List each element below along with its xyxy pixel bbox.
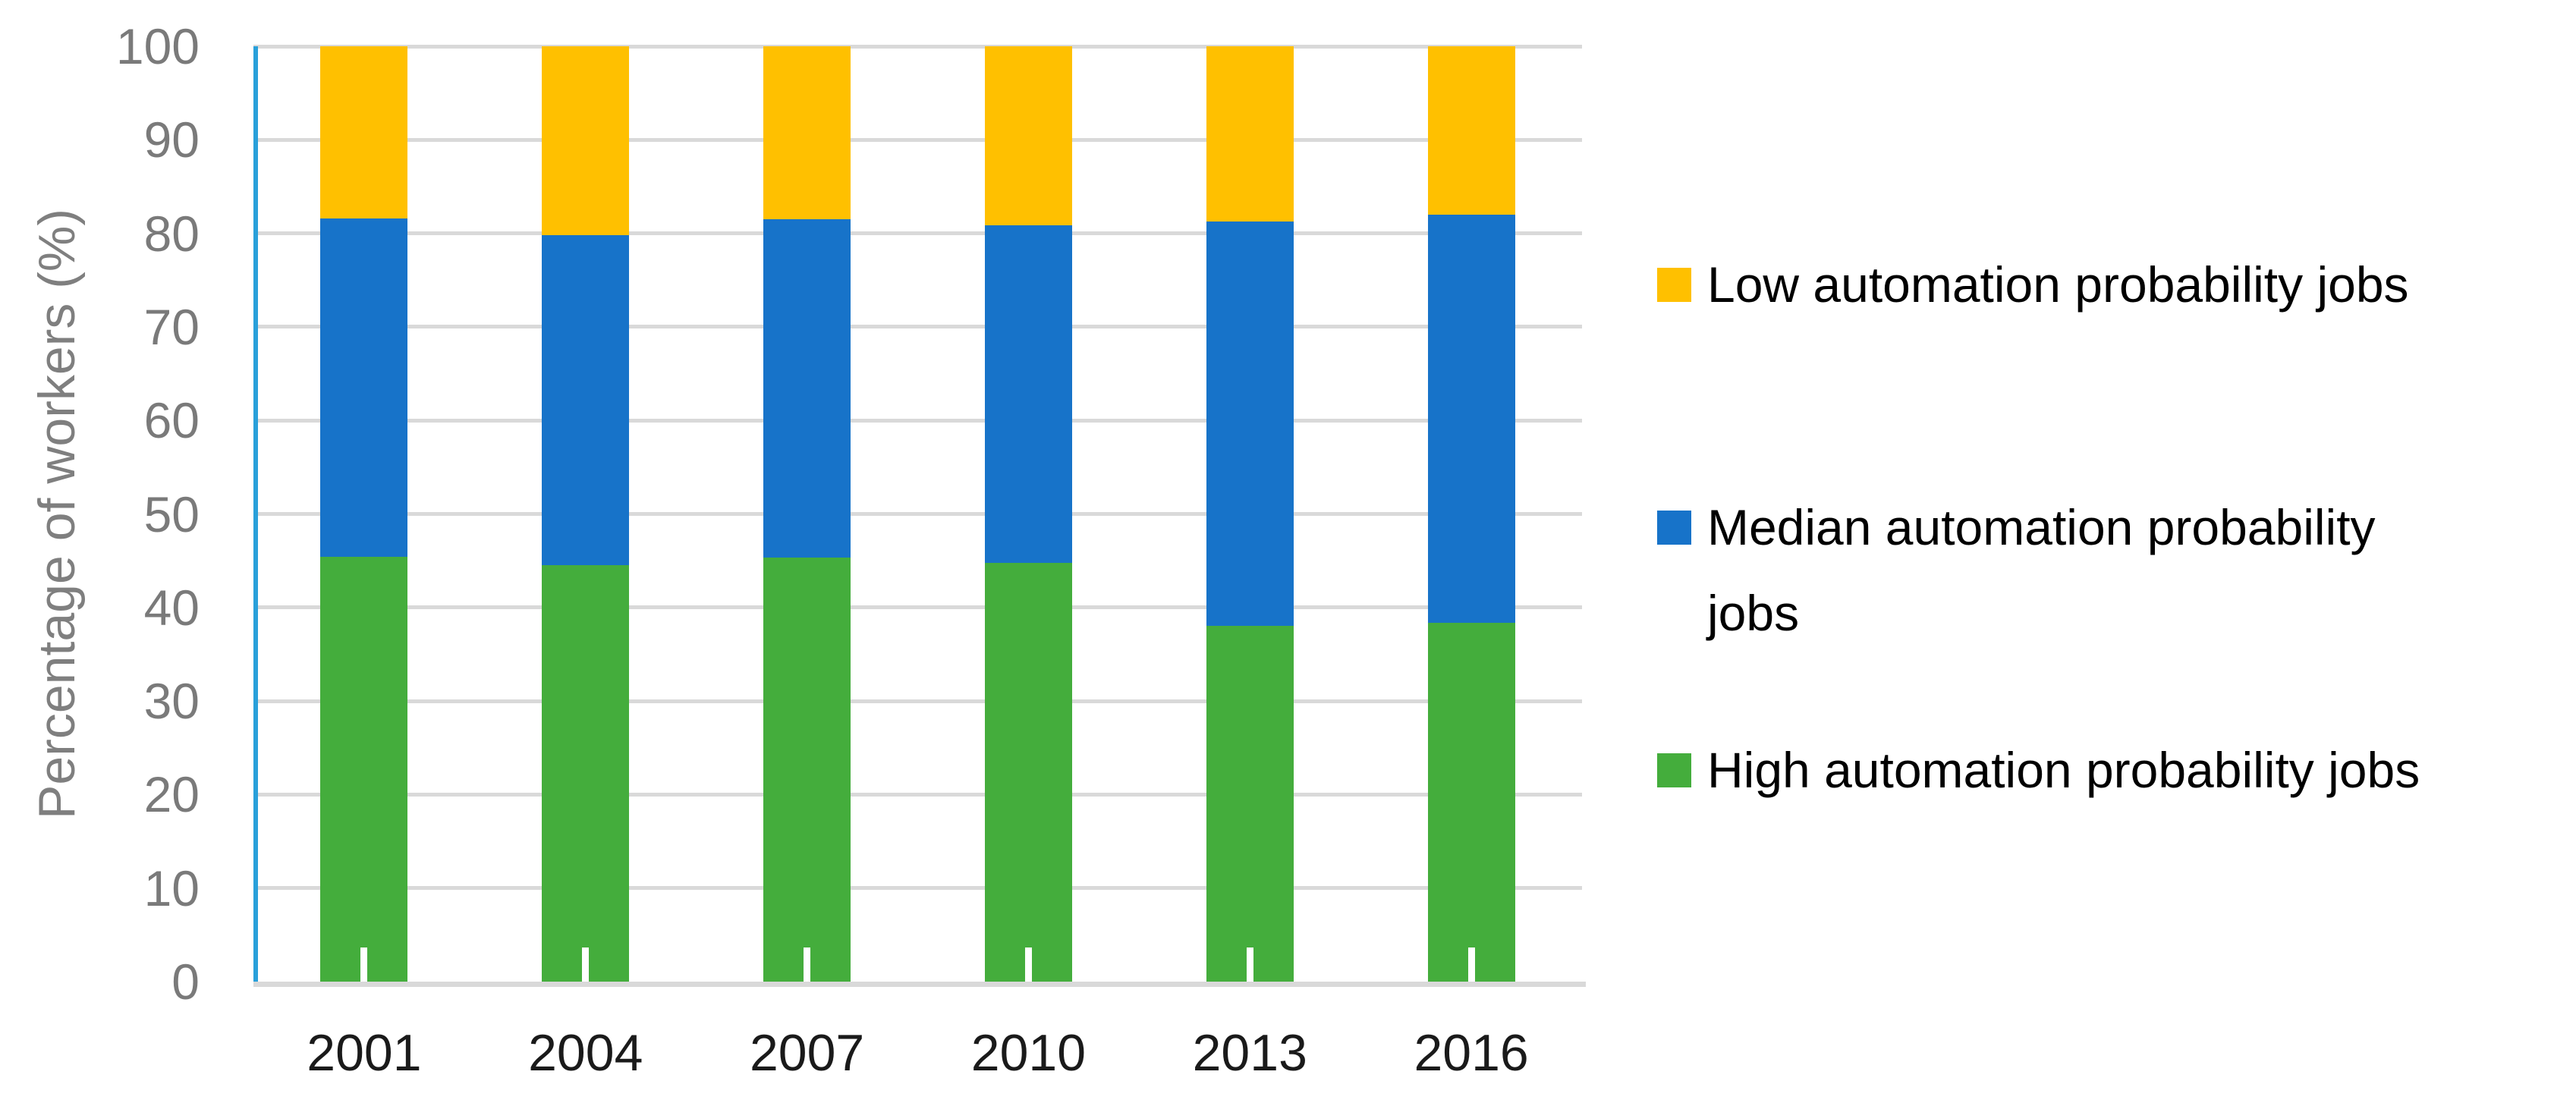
legend-item-median: Median automation probability jobs <box>1657 485 2474 656</box>
gridline-90 <box>253 137 1582 142</box>
bar-segment-2007-high <box>763 558 851 982</box>
axis-tick-notch-2013 <box>1246 947 1253 982</box>
y-tick-label-60: 60 <box>143 392 200 449</box>
bar-segment-2016-median <box>1427 214 1515 623</box>
bar-segment-2007-median <box>763 219 851 558</box>
legend-item-high: High automation probability jobs <box>1657 727 2474 813</box>
legend-item-low: Low automation probability jobs <box>1657 242 2474 328</box>
legend-label-line: Median automation probability <box>1707 498 2376 555</box>
bar-segment-2010-median <box>984 225 1072 563</box>
y-tick-label-30: 30 <box>143 673 200 730</box>
legend-label: Median automation probability jobs <box>1707 485 2474 656</box>
legend-label-line: Low automation probability jobs <box>1707 256 2409 313</box>
legend-color-swatch-icon <box>1657 267 1691 302</box>
bar-segment-2004-high <box>542 565 630 982</box>
legend-label: High automation probability jobs <box>1707 727 2474 813</box>
bar-2010 <box>984 46 1072 982</box>
bar-segment-2001-high <box>320 557 408 982</box>
bar-segment-2013-median <box>1206 221 1294 627</box>
bar-2004 <box>542 46 630 982</box>
y-tick-label-40: 40 <box>143 579 200 636</box>
x-tick-label-2016: 2016 <box>1414 1024 1529 1082</box>
bar-segment-2001-low <box>320 46 408 218</box>
gridline-50 <box>253 512 1582 516</box>
gridline-80 <box>253 231 1582 236</box>
axis-tick-notch-2004 <box>582 947 590 982</box>
y-axis-line <box>253 46 258 982</box>
bar-segment-2016-low <box>1427 46 1515 215</box>
x-axis-line <box>253 982 1586 987</box>
gridline-30 <box>253 699 1582 703</box>
gridline-10 <box>253 886 1582 891</box>
y-tick-label-20: 20 <box>143 766 200 823</box>
x-tick-label-2010: 2010 <box>970 1024 1087 1082</box>
legend-color-swatch-icon <box>1657 510 1691 545</box>
legend-label-line: jobs <box>1707 584 1800 641</box>
bar-2013 <box>1206 46 1294 982</box>
legend-label-line: High automation probability jobs <box>1707 741 2420 798</box>
bar-2001 <box>320 46 408 982</box>
gridline-20 <box>253 792 1582 797</box>
legend-label: Low automation probability jobs <box>1707 242 2474 328</box>
y-tick-label-70: 70 <box>143 298 200 355</box>
axis-tick-notch-2007 <box>804 947 811 982</box>
x-tick-label-2007: 2007 <box>749 1024 865 1082</box>
x-tick-label-2013: 2013 <box>1192 1024 1307 1082</box>
bar-segment-2004-low <box>542 46 630 236</box>
y-tick-label-80: 80 <box>143 205 200 262</box>
gridline-100 <box>253 44 1582 49</box>
x-tick-label-2004: 2004 <box>528 1024 643 1082</box>
y-tick-label-50: 50 <box>143 486 200 542</box>
bar-segment-2013-high <box>1206 626 1294 982</box>
legend-color-swatch-icon <box>1657 753 1691 787</box>
axis-tick-notch-2016 <box>1467 947 1475 982</box>
bar-segment-2010-low <box>984 46 1072 225</box>
y-tick-label-90: 90 <box>143 112 200 168</box>
axis-tick-notch-2001 <box>360 947 368 982</box>
bar-segment-2001-median <box>320 218 408 558</box>
y-tick-label-10: 10 <box>143 859 200 916</box>
bar-segment-2007-low <box>763 46 851 220</box>
bar-segment-2010-high <box>984 562 1072 982</box>
gridline-40 <box>253 605 1582 610</box>
bar-2007 <box>763 46 851 982</box>
bar-segment-2013-low <box>1206 46 1294 222</box>
gridline-70 <box>253 325 1582 329</box>
y-tick-label-100: 100 <box>115 18 200 74</box>
bar-segment-2004-median <box>542 235 630 566</box>
x-tick-label-2001: 2001 <box>307 1024 422 1082</box>
bar-2016 <box>1427 46 1515 982</box>
gridline-60 <box>253 418 1582 423</box>
axis-tick-notch-2010 <box>1024 947 1032 982</box>
bar-segment-2016-high <box>1427 622 1515 982</box>
y-tick-label-0: 0 <box>171 954 200 1010</box>
